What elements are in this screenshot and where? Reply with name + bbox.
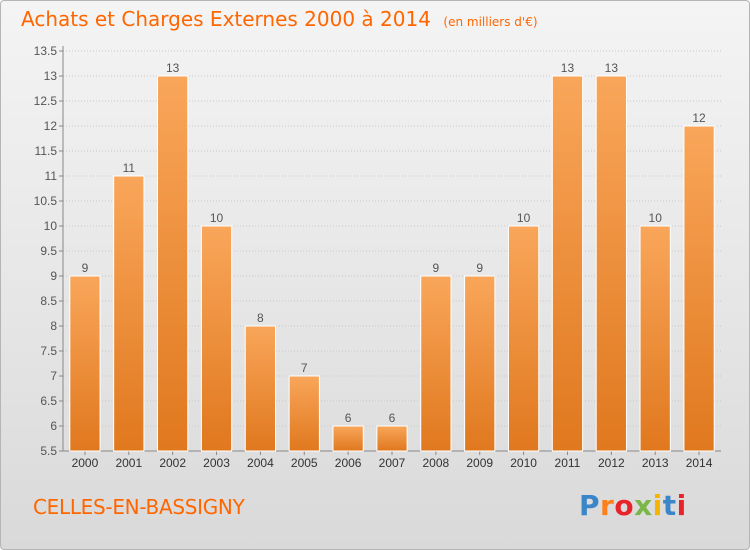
bar — [551, 75, 584, 452]
bar-value-label: 13 — [166, 61, 180, 75]
commune-name: CELLES-EN-BASSIGNY — [33, 495, 245, 519]
y-tick-label: 6.5 — [40, 394, 57, 408]
x-tick-label: 2005 — [291, 456, 318, 470]
x-tick-label: 2007 — [379, 456, 406, 470]
y-tick-label: 7 — [50, 369, 57, 383]
bar-value-label: 8 — [257, 311, 264, 325]
bar — [420, 275, 452, 452]
bar — [683, 125, 715, 452]
y-tick-label: 10.5 — [34, 194, 58, 208]
bar — [200, 225, 233, 452]
logo-letter: o — [614, 489, 635, 522]
bar-value-label: 6 — [389, 411, 396, 425]
bar-value-label: 9 — [433, 261, 440, 275]
y-tick-label: 9.5 — [40, 244, 57, 258]
y-tick-label: 6 — [50, 419, 57, 433]
y-tick-label: 10 — [44, 219, 58, 233]
x-tick-label: 2011 — [555, 456, 581, 470]
x-tick-label: 2008 — [423, 456, 450, 470]
x-tick-label: 2001 — [115, 456, 142, 470]
logo-letter: i — [676, 489, 687, 522]
y-tick-label: 11.5 — [35, 144, 58, 158]
x-tick-label: 2003 — [203, 456, 230, 470]
x-tick-label: 2014 — [686, 456, 713, 470]
y-tick-label: 8.5 — [40, 294, 57, 308]
bar — [113, 175, 145, 452]
y-tick-label: 8 — [50, 319, 57, 333]
y-tick-label: 7.5 — [40, 344, 57, 358]
bar-value-label: 7 — [301, 361, 308, 375]
proxiti-logo[interactable]: Proxiti — [579, 489, 687, 522]
axes: 5.5 6 6.5 7 7.5 8 8.5 9 9.5 10 10.5 11 11.5 12 12.5 13 1… — [34, 44, 721, 470]
bar-value-label: 13 — [605, 61, 619, 75]
bar — [244, 325, 277, 452]
x-tick-label: 2009 — [466, 456, 493, 470]
chart-subtitle: (en milliers d'€) — [443, 15, 538, 29]
data-labels: 9 11 13 10 8 7 6 6 9 9 10 13 13 10 12 — [82, 61, 706, 425]
bar — [595, 75, 627, 452]
bar-value-label: 10 — [210, 211, 224, 225]
x-tick-label: 2006 — [335, 456, 362, 470]
bar — [288, 375, 320, 452]
bar — [507, 225, 540, 452]
bar-value-label: 12 — [692, 111, 706, 125]
y-tick-label: 13 — [44, 69, 58, 83]
bar — [464, 275, 496, 452]
y-tick-label: 5.5 — [40, 444, 57, 458]
logo-letter: t — [662, 489, 677, 522]
bar — [639, 225, 671, 452]
x-tick-label: 2013 — [642, 456, 669, 470]
bar-value-label: 13 — [561, 61, 575, 75]
bar-value-label: 10 — [517, 211, 531, 225]
bar — [69, 275, 101, 452]
bar-value-label: 10 — [649, 211, 663, 225]
bar-value-label: 9 — [82, 261, 89, 275]
logo-letter: P — [579, 489, 601, 522]
x-tick-label: 2012 — [598, 456, 625, 470]
y-tick-label: 9 — [50, 269, 57, 283]
bar — [332, 425, 364, 452]
x-tick-label: 2000 — [72, 456, 99, 470]
bar-value-label: 9 — [476, 261, 483, 275]
bars — [69, 75, 715, 452]
title-block: Achats et Charges Externes 2000 à 2014 (… — [21, 7, 538, 31]
chart-title: Achats et Charges Externes 2000 à 2014 — [21, 7, 431, 31]
logo-letter: i — [652, 489, 663, 522]
y-tick-label: 12.5 — [34, 94, 58, 108]
y-tick-label: 11 — [45, 169, 58, 183]
logo-letter: r — [600, 489, 615, 522]
bar — [157, 75, 189, 452]
logo-letter: x — [634, 489, 653, 522]
y-tick-label: 13.5 — [34, 44, 58, 58]
x-tick-label: 2002 — [159, 456, 186, 470]
bar-value-label: 6 — [345, 411, 352, 425]
x-tick-label: 2010 — [510, 456, 537, 470]
bar-value-label: 11 — [123, 161, 136, 175]
y-tick-label: 12 — [44, 119, 58, 133]
bar — [376, 425, 408, 452]
x-tick-label: 2004 — [247, 456, 274, 470]
